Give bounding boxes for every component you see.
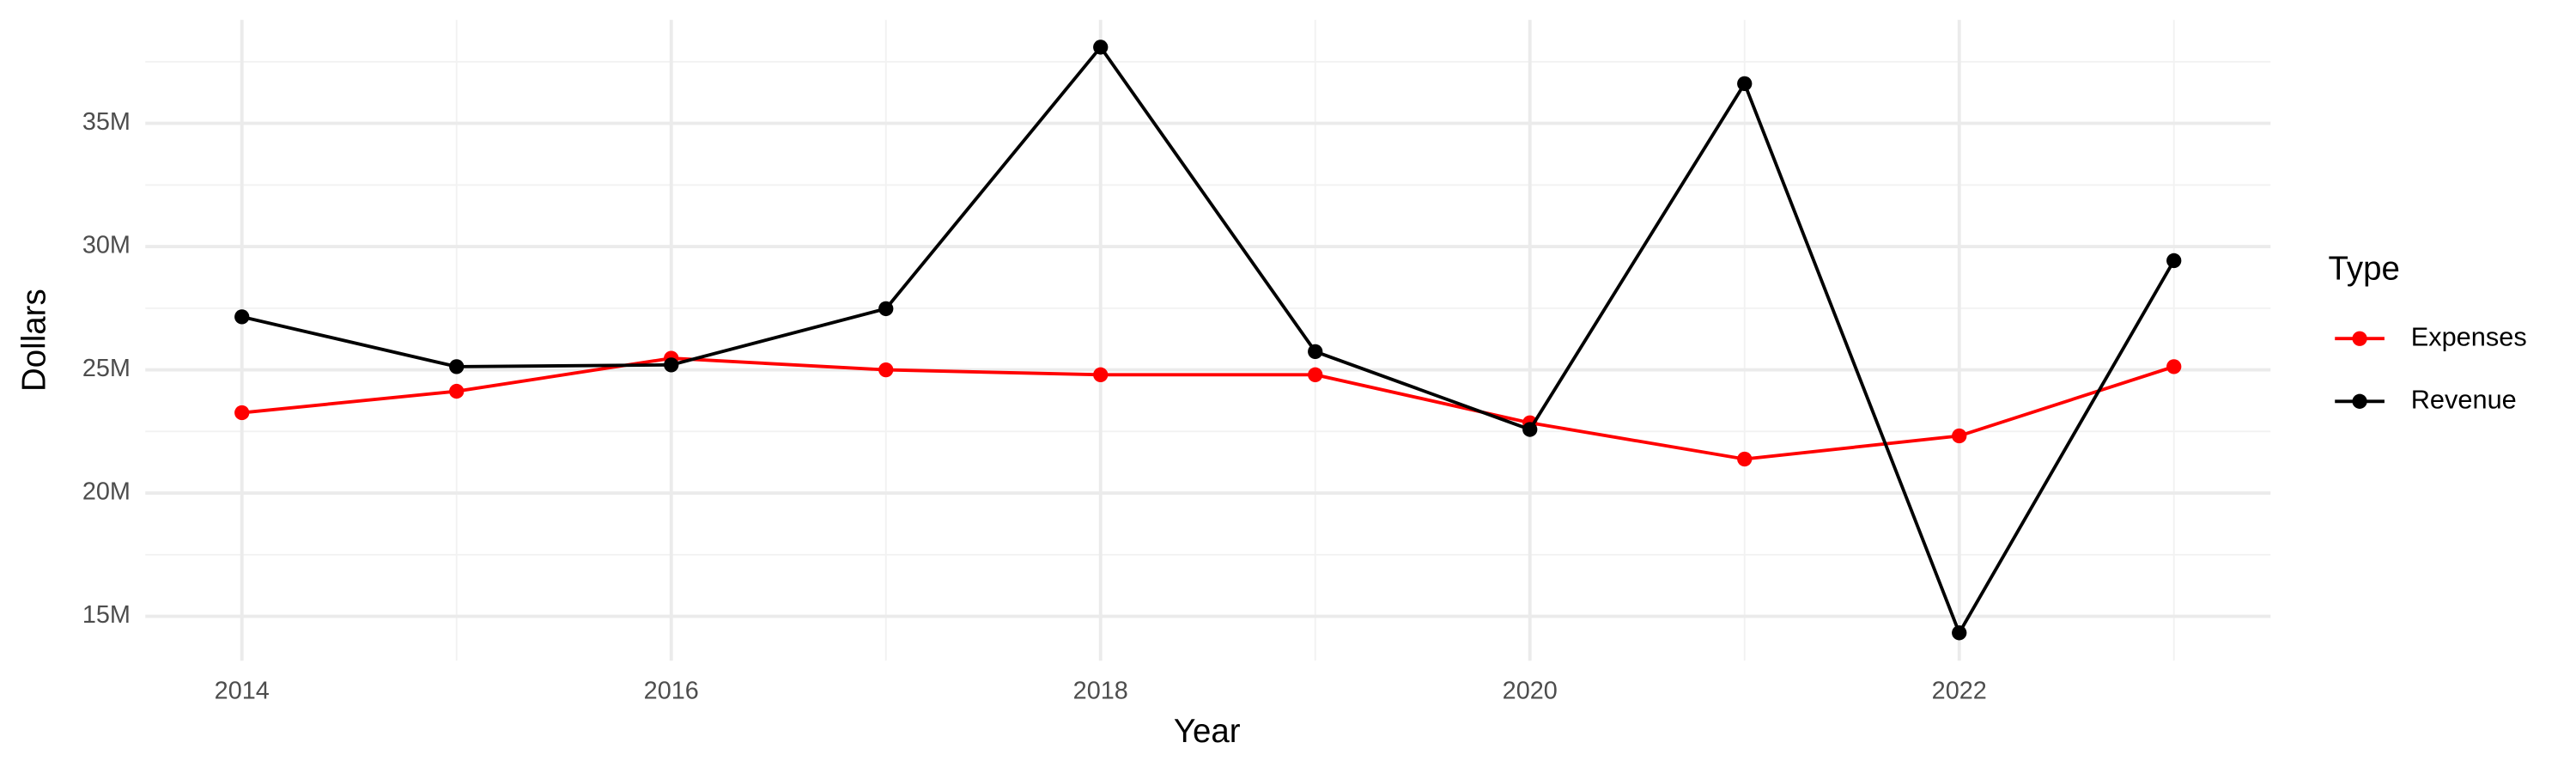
data-point [2166, 359, 2182, 374]
data-point [1952, 625, 1967, 641]
legend-key-point [2352, 331, 2367, 346]
series-line [241, 356, 2175, 461]
data-point [1522, 422, 1538, 437]
data-point [1737, 76, 1753, 92]
x-tick-label: 2020 [1503, 677, 1558, 704]
x-tick-label: 2014 [215, 677, 270, 704]
data-point [1308, 344, 1323, 360]
x-tick-label: 2016 [644, 677, 699, 704]
x-axis-label: Year [1174, 713, 1241, 750]
y-tick-label: 35M [82, 108, 131, 136]
legend-label: Expenses [2411, 321, 2527, 351]
y-tick-label: 20M [82, 478, 131, 506]
data-point [664, 357, 679, 373]
x-tick-label: 2018 [1073, 677, 1128, 704]
series-line [241, 44, 2176, 637]
data-point [1308, 367, 1323, 382]
data-point [449, 359, 465, 374]
data-point [878, 301, 894, 317]
data-point [234, 309, 250, 325]
data-point [1952, 428, 1967, 444]
legend-key-point [2352, 393, 2367, 409]
data-point [234, 405, 250, 421]
data-point [878, 362, 894, 378]
data-point [1737, 451, 1753, 467]
y-tick-label: 15M [82, 601, 131, 629]
data-point [2166, 253, 2182, 269]
y-tick-label: 30M [82, 232, 131, 259]
y-axis-label: Dollars [15, 289, 52, 392]
x-tick-label: 2022 [1932, 677, 1987, 704]
y-tick-label: 25M [82, 355, 131, 382]
legend-title: Type [2329, 251, 2400, 288]
legend-label: Revenue [2411, 384, 2517, 414]
data-point [1093, 40, 1109, 55]
data-point [449, 383, 465, 399]
data-point [1093, 367, 1109, 382]
